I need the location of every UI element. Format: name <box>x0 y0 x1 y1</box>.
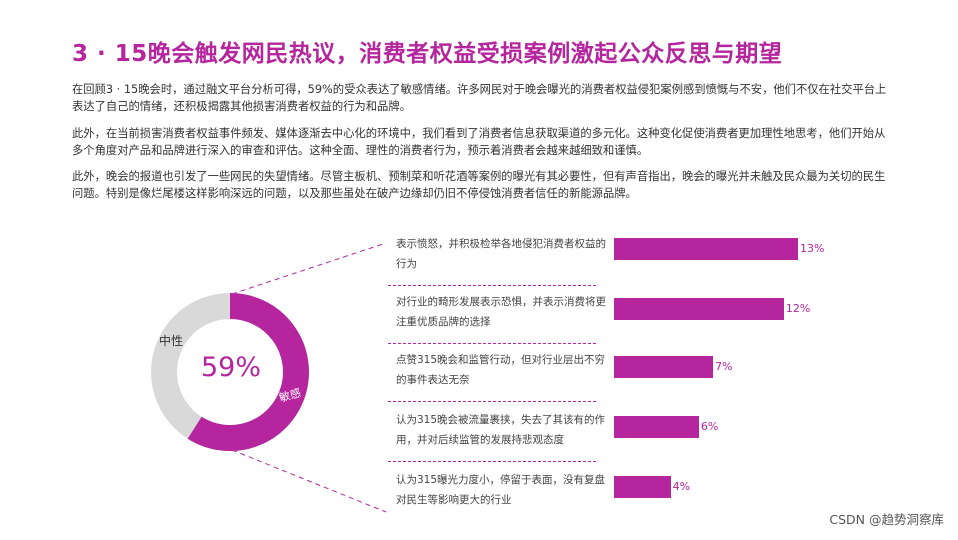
sentiment-donut-chart <box>150 292 310 452</box>
bar-row: 点赞315晚会和监管行动，但对行业层出不穷的事件表达无奈 7% <box>396 350 946 390</box>
bar-category-label: 认为315晚会被流量裹挟，失去了其该有的作用，并对后续监管的发展持悲观态度 <box>396 414 606 446</box>
paragraph-2: 此外，在当前损害消费者权益事件频发、媒体逐渐去中心化的环境中，我们看到了消费者信… <box>72 127 886 157</box>
bar-row: 表示愤怒，并积极检举各地侵犯消费者权益的行为 13% <box>396 234 946 274</box>
row-divider <box>388 285 596 286</box>
bar-value-label: 6% <box>700 420 719 433</box>
row-divider <box>388 461 596 462</box>
bar <box>614 298 784 320</box>
bar <box>614 356 714 378</box>
bar-category-label: 认为315曝光力度小，停留于表面，没有复盘对民生等影响更大的行业 <box>396 474 606 506</box>
bar-row: 认为315曝光力度小，停留于表面，没有复盘对民生等影响更大的行业 4% <box>396 470 946 510</box>
donut-neutral-label: 中性 <box>159 334 184 348</box>
bar <box>614 476 671 498</box>
bar <box>614 416 699 438</box>
bar-category-label: 表示愤怒，并积极检举各地侵犯消费者权益的行为 <box>396 238 606 270</box>
bar-category-label: 对行业的畸形发展表示恐惧，并表示消费将更注重优质品牌的选择 <box>396 296 606 328</box>
connector-line-top <box>231 242 387 295</box>
donut-center-value: 59% <box>200 352 261 383</box>
connector-line-bottom <box>231 449 387 513</box>
bar <box>614 238 798 260</box>
bar-row: 认为315晚会被流量裹挟，失去了其该有的作用，并对后续监管的发展持悲观态度 6% <box>396 410 946 450</box>
bar-row: 对行业的畸形发展表示恐惧，并表示消费将更注重优质品牌的选择 12% <box>396 292 946 332</box>
bar-value-label: 13% <box>800 242 825 255</box>
watermark: CSDN @趋势洞察库 <box>829 512 944 527</box>
bar-value-label: 12% <box>785 302 811 315</box>
paragraph-1: 在回顾3 · 15晚会时，通过融文平台分析可得，59%的受众表达了敏感情绪。许多… <box>72 83 887 113</box>
page-title: 3 · 15晚会触发网民热议，消费者权益受损案例激起公众反思与期望 <box>72 41 783 67</box>
bar-value-label: 4% <box>672 480 691 493</box>
row-divider <box>388 401 596 402</box>
paragraph-3: 此外，晚会的报道也引发了一些网民的失望情绪。尽管主板机、预制菜和听花酒等案例的曝… <box>72 170 886 200</box>
donut-sensitive-segment <box>187 293 309 451</box>
row-divider <box>388 343 596 344</box>
bar-category-label: 点赞315晚会和监管行动，但对行业层出不穷的事件表达无奈 <box>396 354 606 386</box>
bar-value-label: 7% <box>715 360 733 373</box>
